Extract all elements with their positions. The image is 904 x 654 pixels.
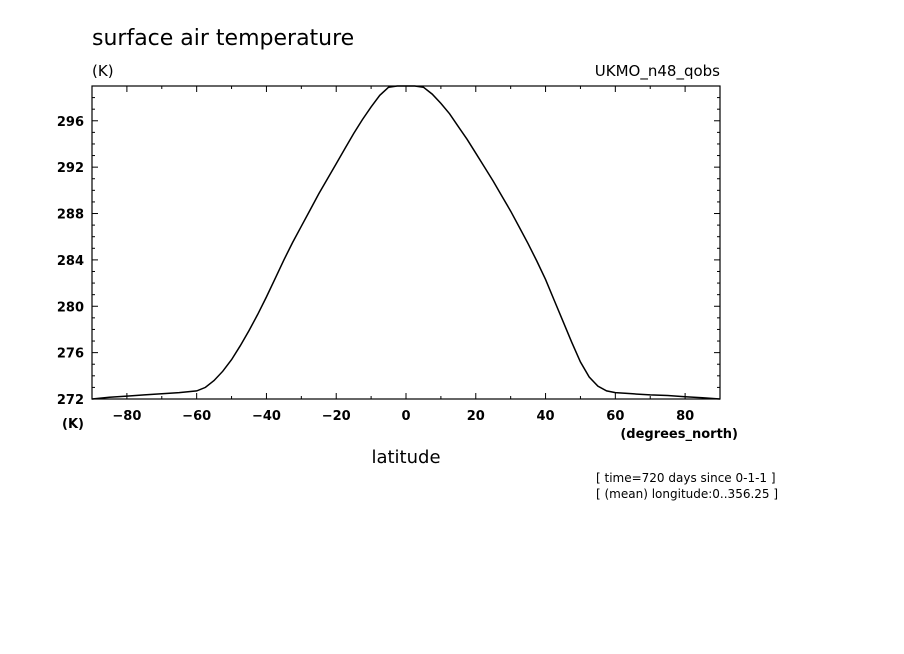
plot-frame xyxy=(91,85,721,400)
x-tick-label: 60 xyxy=(606,409,624,424)
x-tick-label: 20 xyxy=(467,409,485,424)
x-tick-label: −20 xyxy=(322,409,351,424)
x-axis-units: (degrees_north) xyxy=(620,427,738,442)
time-note: [ time=720 days since 0-1-1 ] xyxy=(596,471,776,485)
y-tick-label: 296 xyxy=(57,115,84,130)
y-tick-label: 292 xyxy=(57,161,84,176)
y-tick-label: 288 xyxy=(57,208,84,223)
dataset-label: UKMO_n48_qobs xyxy=(595,62,720,81)
y-tick-label: 272 xyxy=(57,393,84,408)
x-tick-label: 40 xyxy=(537,409,555,424)
x-tick-label: −40 xyxy=(252,409,281,424)
y-axis-units-top: (K) xyxy=(92,62,114,80)
y-axis-units-bottom: (K) xyxy=(62,417,84,432)
axis-tick-labels: −80 −60 −40 −20 0 20 40 60 80 272 276 280 284 288 292 2… xyxy=(57,115,694,424)
y-tick-label: 284 xyxy=(57,254,84,269)
y-tick-label: 276 xyxy=(57,347,84,362)
series-line xyxy=(91,85,721,400)
chart-title: surface air temperature xyxy=(92,26,354,51)
x-tick-label: −80 xyxy=(112,409,141,424)
axis-ticks xyxy=(91,85,721,400)
y-tick-label: 280 xyxy=(57,300,84,315)
x-tick-label: 80 xyxy=(676,409,694,424)
x-axis-label: latitude xyxy=(371,447,440,468)
x-tick-label: −60 xyxy=(182,409,211,424)
longitude-note: [ (mean) longitude:0..356.25 ] xyxy=(596,487,778,501)
x-tick-label: 0 xyxy=(401,409,410,424)
